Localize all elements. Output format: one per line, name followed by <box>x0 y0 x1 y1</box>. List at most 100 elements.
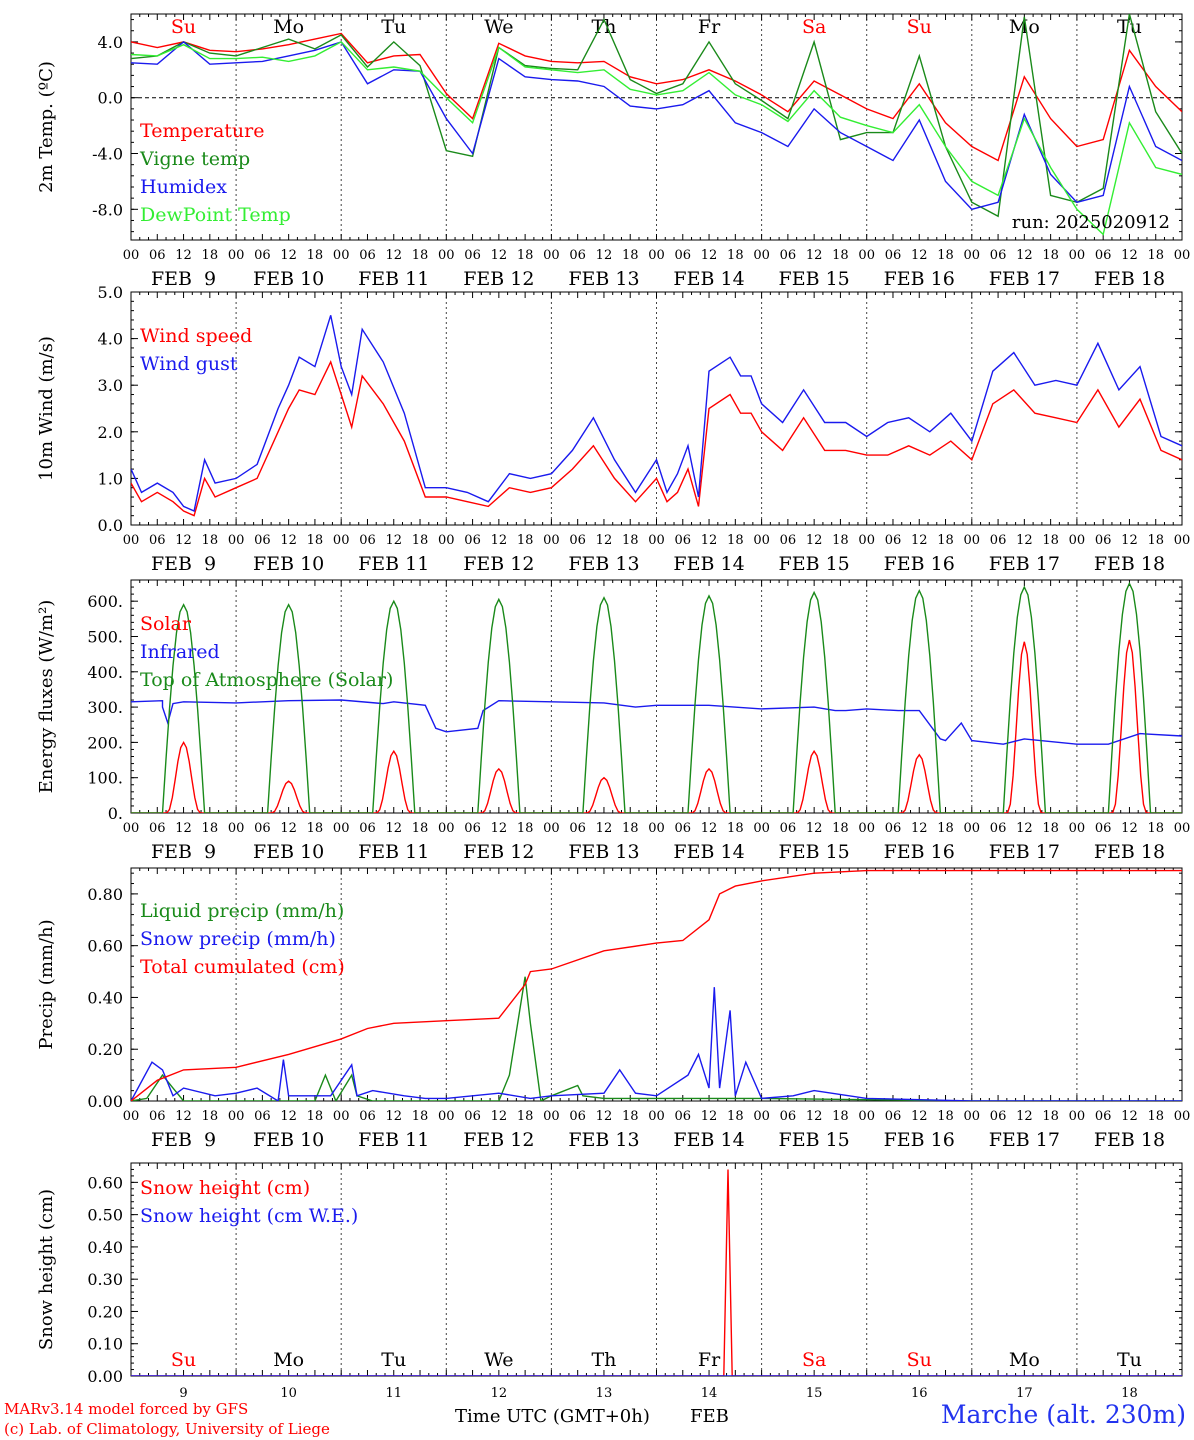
weekday-label: Su <box>907 1349 932 1371</box>
hour-label: 00 <box>333 1109 350 1124</box>
hour-label: 06 <box>359 821 376 836</box>
y-tick-label: -4.0 <box>92 145 123 164</box>
date-label: FEB 17 <box>989 553 1060 575</box>
y-axis-label: Energy fluxes (W/m²) <box>36 600 57 794</box>
hour-label: 00 <box>1174 821 1191 836</box>
hour-label: 06 <box>1095 821 1112 836</box>
hour-label: 06 <box>990 821 1007 836</box>
hour-label: 00 <box>543 821 560 836</box>
hour-label: 12 <box>596 533 613 548</box>
hour-label: 12 <box>701 1109 718 1124</box>
hour-label: 00 <box>648 533 665 548</box>
hour-label: 18 <box>622 1109 639 1124</box>
hour-label: 18 <box>412 1109 429 1124</box>
hour-label: 00 <box>1069 248 1086 263</box>
hour-label: 06 <box>780 1109 797 1124</box>
weekday-label: Mo <box>273 16 304 38</box>
hour-label: 00 <box>858 1109 875 1124</box>
hour-label: 18 <box>412 821 429 836</box>
y-tick-label: 0.0 <box>98 89 123 108</box>
hour-label: 00 <box>438 1109 455 1124</box>
hour-label: 00 <box>1174 533 1191 548</box>
hour-label: 12 <box>1016 821 1033 836</box>
plot-area <box>131 1169 1182 1376</box>
panel-3: 600. 500. 400. 300. 200. 100. 0. Energy fluxes … <box>36 579 1191 863</box>
y-tick-label: 0.60 <box>87 1173 123 1192</box>
y-tick-label: 100. <box>87 769 123 788</box>
hour-label: 00 <box>333 533 350 548</box>
hour-label: 00 <box>333 248 350 263</box>
date-label: FEB 14 <box>673 1129 744 1151</box>
weekday-label: Sa <box>802 16 826 38</box>
hour-label: 18 <box>202 821 219 836</box>
hour-label: 06 <box>254 248 271 263</box>
hour-label: 00 <box>858 533 875 548</box>
y-tick-label: 0.40 <box>87 1238 123 1257</box>
series-temperature <box>131 32 1182 162</box>
weekday-label: Su <box>171 1349 196 1371</box>
hour-label: 12 <box>1016 248 1033 263</box>
date-label: FEB 11 <box>358 553 429 575</box>
date-label: FEB 18 <box>1094 841 1165 863</box>
hour-label: 00 <box>648 248 665 263</box>
hour-label: 12 <box>491 248 508 263</box>
hour-label: 06 <box>464 821 481 836</box>
hour-label: 12 <box>1121 821 1138 836</box>
y-tick-label: -8.0 <box>92 200 123 219</box>
hour-label: 12 <box>911 533 928 548</box>
date-label: FEB 13 <box>568 268 639 290</box>
panel-1: 4.0 0.0 -4.0 -8.0 2m Temp. (ºC) 00 06 12 18 00 06 1… <box>36 13 1191 290</box>
hour-label: 00 <box>543 533 560 548</box>
hour-label: 18 <box>1147 1109 1164 1124</box>
series-total-cumulated-cm <box>131 869 1182 1101</box>
legend-entry: Liquid precip (mm/h) <box>140 900 344 922</box>
date-label: FEB 12 <box>463 1129 534 1151</box>
date-label: FEB 18 <box>1094 553 1165 575</box>
weekday-label: Mo <box>1009 16 1040 38</box>
legend-entry: Total cumulated (cm) <box>140 956 345 978</box>
hour-label: 06 <box>780 248 797 263</box>
hour-label: 00 <box>753 533 770 548</box>
series-vigne-temp <box>131 14 1182 218</box>
hour-label: 00 <box>438 248 455 263</box>
y-tick-label: 400. <box>87 663 123 682</box>
weekday-label: Sa <box>802 1349 826 1371</box>
date-label: FEB 13 <box>568 841 639 863</box>
hour-label: 00 <box>1174 248 1191 263</box>
hour-label: 18 <box>622 248 639 263</box>
hour-label: 18 <box>1042 1109 1059 1124</box>
hour-label: 06 <box>990 1109 1007 1124</box>
hour-label: 18 <box>517 821 534 836</box>
hour-label: 06 <box>990 533 1007 548</box>
y-tick-label: 300. <box>87 698 123 717</box>
hour-label: 12 <box>175 821 192 836</box>
date-label: FEB 9 <box>151 553 216 575</box>
hour-label: 06 <box>569 821 586 836</box>
hour-label: 00 <box>228 533 245 548</box>
site-name: Marche (alt. 230m) <box>940 1400 1186 1429</box>
hour-label: 06 <box>569 248 586 263</box>
weekday-label: Tu <box>1117 16 1142 38</box>
date-label: FEB 10 <box>253 841 324 863</box>
hour-label: 06 <box>1095 533 1112 548</box>
y-tick-label: 0.30 <box>87 1270 123 1289</box>
y-tick-label: 0.80 <box>87 885 123 904</box>
hour-label: 18 <box>727 821 744 836</box>
hour-label: 12 <box>1016 533 1033 548</box>
hour-label: 12 <box>385 821 402 836</box>
day-number: 15 <box>806 1386 823 1401</box>
hour-label: 12 <box>280 533 297 548</box>
hour-label: 06 <box>780 821 797 836</box>
hour-label: 18 <box>1147 533 1164 548</box>
date-label: FEB 12 <box>463 841 534 863</box>
hour-label: 00 <box>228 248 245 263</box>
day-number: 18 <box>1121 1386 1138 1401</box>
hour-label: 00 <box>648 821 665 836</box>
y-tick-label: 0.60 <box>87 937 123 956</box>
hour-label: 12 <box>911 1109 928 1124</box>
hour-label: 18 <box>202 248 219 263</box>
y-axis-label: 10m Wind (m/s) <box>36 336 57 481</box>
date-label: FEB 9 <box>151 1129 216 1151</box>
hour-label: 12 <box>175 533 192 548</box>
hour-label: 06 <box>885 533 902 548</box>
